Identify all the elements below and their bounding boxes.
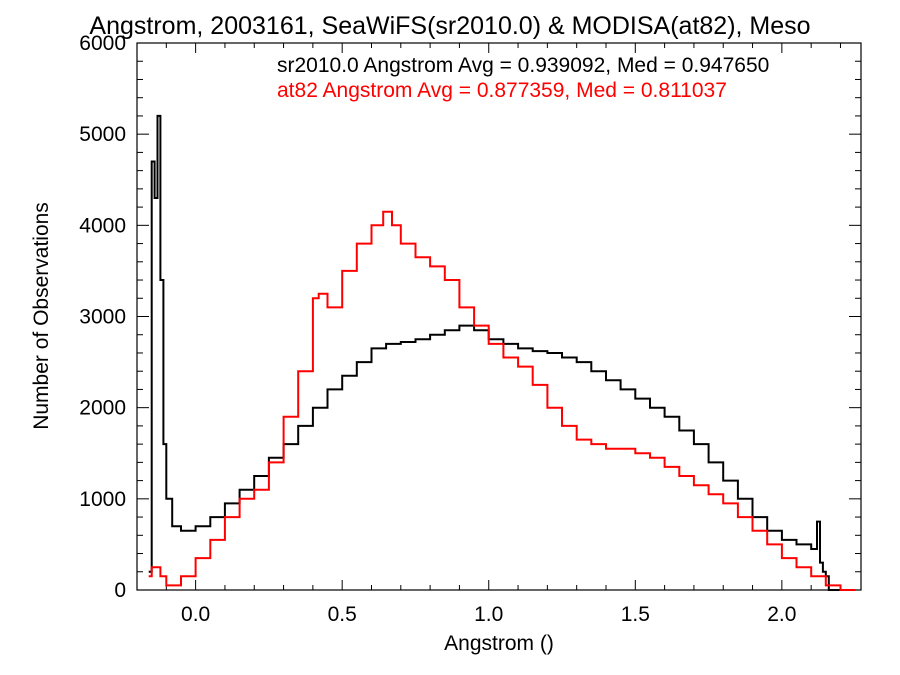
annotation-at82: at82 Angstrom Avg = 0.877359, Med = 0.81… [277, 79, 727, 102]
y-tick-label: 5000 [79, 123, 126, 146]
chart-title: Angstrom, 2003161, SeaWiFS(sr2010.0) & M… [89, 12, 810, 40]
annotation-sr2010: sr2010.0 Angstrom Avg = 0.939092, Med = … [277, 54, 769, 77]
y-axis: 0 1000 2000 3000 4000 5000 6000 [79, 32, 861, 602]
y-tick-label: 0 [114, 579, 126, 602]
series-at82-line [148, 210, 856, 591]
y-tick-label: 6000 [79, 32, 126, 55]
y-tick-label: 3000 [79, 306, 126, 329]
series-sr2010-line [148, 114, 856, 591]
x-tick-label: 1.5 [621, 603, 650, 626]
x-axis-label: Angstrom () [444, 632, 554, 655]
y-tick-label: 1000 [79, 488, 126, 511]
series-layer [148, 114, 856, 591]
x-axis: 0.0 0.5 1.0 1.5 2.0 [165, 43, 841, 626]
y-axis-label: Number of Observations [30, 202, 53, 430]
x-tick-label: 0.5 [328, 603, 357, 626]
y-tick-label: 4000 [79, 214, 126, 237]
x-tick-label: 1.0 [474, 603, 503, 626]
y-tick-label: 2000 [79, 397, 126, 420]
x-tick-label: 0.0 [181, 603, 210, 626]
x-tick-label: 2.0 [767, 603, 796, 626]
